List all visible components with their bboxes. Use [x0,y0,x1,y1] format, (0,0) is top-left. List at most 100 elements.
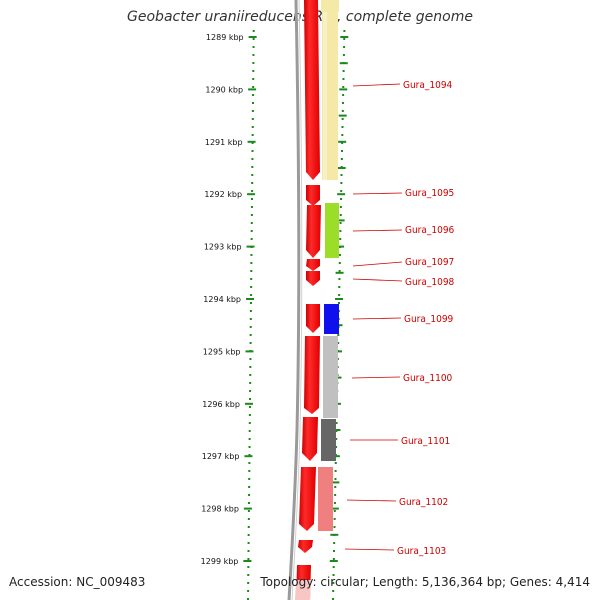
scale-dot-right [338,270,341,272]
scale-tick-right [338,140,347,143]
scale-tick-right [330,533,339,536]
gene-feature-1096[interactable] [325,203,339,258]
scale-dot [250,278,253,280]
scale-dot-right [341,118,344,120]
scale-dot-right [339,222,342,224]
scale-dot [249,366,252,368]
scale-dot [252,94,255,96]
gene-feature-1094[interactable] [322,12,338,180]
scale-dot [250,294,253,296]
scale-dot [250,286,253,288]
scale-dot [249,326,252,328]
scale-dot [247,534,250,536]
scale-dot [247,574,250,576]
scale-dot [247,598,250,600]
kbp-tick-mark [248,88,257,91]
gene-feature-1099[interactable] [324,304,339,334]
scale-dot-right [340,190,343,192]
scale-dot [249,390,252,392]
scale-dot-right [333,550,335,552]
scale-dot-right [342,70,345,72]
cds-arrow-1094[interactable] [304,0,320,180]
scale-dot-right [340,158,343,160]
gene-feature-1101[interactable] [321,419,336,461]
scale-dot-right [332,574,335,576]
kbp-tick-mark [243,560,252,562]
scale-dot [252,62,255,64]
scale-dot [251,126,254,128]
cds-arrow-next-faded [295,580,311,600]
scale-dot-right [343,30,346,32]
scale-dot [251,134,254,136]
scale-dot [252,46,255,48]
cds-arrow-1101[interactable] [302,417,318,461]
scale-dot [251,158,254,160]
scale-dot [247,502,250,504]
scale-dot [249,334,252,336]
gene-feature-1102[interactable] [318,467,333,531]
gene-label-1100[interactable]: Gura_1100 [403,373,453,384]
scale-dot [251,142,254,144]
scale-dot [250,254,253,256]
scale-dot-right [337,342,340,344]
genome-info-text: Topology: circular; Length: 5,136,364 bp… [260,575,590,589]
cds-arrow-1095[interactable] [306,185,320,206]
scale-dot [249,358,252,360]
gene-label-1095[interactable]: Gura_1095 [405,188,454,199]
gene-label-1099[interactable]: Gura_1099 [404,314,454,325]
scale-dot [248,446,251,448]
scale-dot [250,230,253,232]
scale-dot-right [341,134,344,136]
scale-dot-right [342,86,345,88]
gene-label-1094[interactable]: Gura_1094 [403,80,453,91]
scale-dot [251,110,254,112]
scale-dot-right [340,182,343,184]
cds-arrow-1098[interactable] [306,271,320,286]
scale-dot [247,550,250,552]
scale-tick-right [340,36,349,38]
cds-arrow-1103[interactable] [298,540,313,553]
scale-dot [248,486,251,488]
scale-dot-right [338,262,341,264]
scale-dot-right [332,590,335,592]
scale-dot-right [338,278,341,280]
scale-dot [252,54,255,56]
scale-dot-right [332,558,335,560]
genome-backbone-highlight [291,0,303,600]
scale-tick-right [336,219,345,222]
scale-dot [249,310,252,312]
gene-feature-1100[interactable] [323,336,338,418]
scale-dot-right [340,174,343,176]
gene-label-1096[interactable]: Gura_1096 [405,225,455,236]
scale-dot [247,566,250,568]
scale-dot [249,318,252,320]
cds-arrow-1099[interactable] [306,304,320,333]
scale-dot-right [339,238,342,240]
cds-arrow-1102[interactable] [299,467,316,531]
cds-arrow-1096[interactable] [306,205,321,258]
gene-label-1101[interactable]: Gura_1101 [401,436,450,447]
scale-dot-right [332,566,335,568]
scale-dot-right [337,334,340,336]
scale-dot [248,462,251,464]
scale-dot [249,342,252,344]
scale-dot [249,374,252,376]
scale-tick-right [337,167,346,169]
kbp-tick-label: 1297 kbp [202,452,240,461]
gene-label-1097[interactable]: Gura_1097 [405,257,454,268]
cds-arrow-1100[interactable] [304,336,320,414]
kbp-tick-label: 1296 kbp [202,400,240,409]
scale-dot [252,78,255,80]
scale-dot [250,262,253,264]
gene-label-1103[interactable]: Gura_1103 [397,546,446,557]
scale-dot [249,398,252,400]
kbp-tick-label: 1299 kbp [201,557,239,566]
scale-dot [249,382,252,384]
kbp-tick-label: 1290 kbp [205,85,243,94]
gene-label-1098[interactable]: Gura_1098 [405,277,455,288]
scale-dot [251,182,254,184]
gene-label-1102[interactable]: Gura_1102 [399,497,448,508]
cds-arrow-1097[interactable] [306,259,320,271]
scale-dot-right [341,102,344,104]
